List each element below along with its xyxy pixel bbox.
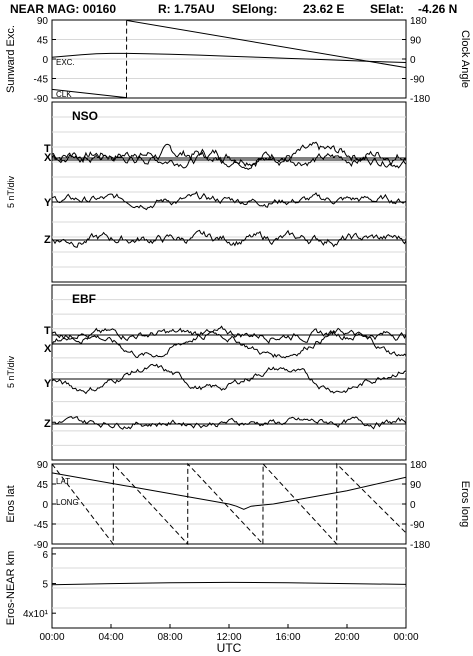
nso-y-label: Y [44,197,52,209]
selong-value: 23.62 E [303,2,344,16]
x-tick-label: 12:00 [216,632,241,643]
clk-series-label: CLK [56,90,72,99]
x-tick-label: 00:00 [393,632,418,643]
tick-label: 4x10¹ [23,609,49,620]
lat-series-label: LAT [56,477,70,486]
nso-t-label: T [44,143,51,155]
nso-x-label: X [44,152,52,164]
x-tick-label: 08:00 [157,632,182,643]
clock-axis-label: Clock Angle [459,30,471,88]
header: NEAR MAG: 00160 R: 1.75AU SElong: 23.62 … [10,2,457,16]
x-axis-label: UTC [217,641,242,655]
trace-t [51,141,407,168]
x-tick-label: 04:00 [98,632,123,643]
tick-label: -90 [410,520,425,531]
trace-y [51,191,407,211]
trace-x [51,327,407,359]
sunward-excursion-line [51,52,407,63]
sunward-panel: 90 45 0 -45 -90 180 90 0 -90 -180 EXC. CLK Sunwa… [5,16,471,105]
trace-y [51,363,407,395]
nso-title: NSO [72,109,98,123]
eros-lat-axis-label: Eros lat [5,485,17,522]
ebf-axis-label: 5 nT/div [6,355,16,388]
ebf-t-label: T [44,325,51,337]
tick-label: 45 [37,480,49,491]
long-series-label: LONG [56,498,79,507]
range-grid [52,567,406,609]
tick-label: 90 [410,480,422,491]
trace-t [51,325,407,344]
tick-label: 6 [42,550,48,561]
eros-right-ticks: 180 90 0 -90 -180 [402,460,430,551]
sunward-right-ticks: 180 90 0 -90 -180 [402,16,430,105]
tick-label: -180 [410,94,430,105]
x-axis-ticks: 00:00 04:00 08:00 12:00 16:00 20:00 00:00 [39,624,419,643]
trace-x [51,151,407,171]
x-tick-label: 16:00 [275,632,300,643]
tick-label: 0 [410,55,416,66]
mission-title: NEAR MAG: 00160 [10,2,116,16]
nso-grid [52,116,406,268]
tick-label: 0 [410,500,416,511]
range-readout: R: 1.75AU [158,2,215,16]
ebf-traces [51,325,407,430]
ebf-z-label: Z [44,418,51,430]
selat-label: SElat: [370,2,404,16]
ebf-panel: EBF 5 nT/div T X Y Z [6,284,407,461]
tick-label: -90 [34,540,49,551]
tick-label: -180 [410,540,430,551]
range-line [51,581,407,586]
sunward-axis-label: Sunward Exc. [5,25,17,93]
ebf-title: EBF [72,292,96,306]
tick-label: 45 [37,36,49,47]
sunward-left-ticks: 90 45 0 -45 -90 [34,16,56,105]
tick-label: -90 [34,94,49,105]
tick-label: 90 [37,460,49,471]
tick-label: -45 [34,75,49,86]
tick-label: 5 [42,580,48,591]
ebf-y-label: Y [44,378,52,390]
x-tick-label: 00:00 [39,632,64,643]
tick-label: 180 [410,460,427,471]
nso-z-label: Z [44,234,51,246]
tick-label: -90 [410,75,425,86]
selong-label: SElong: [232,2,277,16]
tick-label: -45 [34,520,49,531]
tick-label: 0 [42,55,48,66]
exc-series-label: EXC. [56,58,75,67]
selat-value: -4.26 N [418,2,457,16]
range-panel: 6 5 4x10¹ Eros-NEAR km [5,547,407,629]
x-tick-label: 20:00 [334,632,359,643]
nso-axis-label: 5 nT/div [6,175,16,208]
eros-panel: 90 45 0 -45 -90 180 90 0 -90 -180 LAT LONG Eros … [5,460,471,551]
tick-label: 90 [410,36,422,47]
tick-label: 90 [37,16,49,27]
ebf-grid [52,299,406,446]
eros-lat-line [51,472,407,510]
sunward-grid [52,20,406,98]
eros-long-axis-label: Eros long [459,481,471,527]
clock-angle-line [51,19,407,99]
ebf-x-label: X [44,343,52,355]
trace-z [51,415,407,430]
tick-label: 180 [410,16,427,27]
range-left-ticks: 6 5 4x10¹ [23,550,56,620]
tick-label: 0 [42,500,48,511]
eros-left-ticks: 90 45 0 -45 -90 [34,460,56,551]
range-axis-label: Eros-NEAR km [5,551,17,626]
trace-z [51,229,407,248]
nso-traces [51,141,407,248]
nso-panel: NSO 5 nT/div T X Y Z [6,101,407,283]
eros-long-line [51,462,407,546]
